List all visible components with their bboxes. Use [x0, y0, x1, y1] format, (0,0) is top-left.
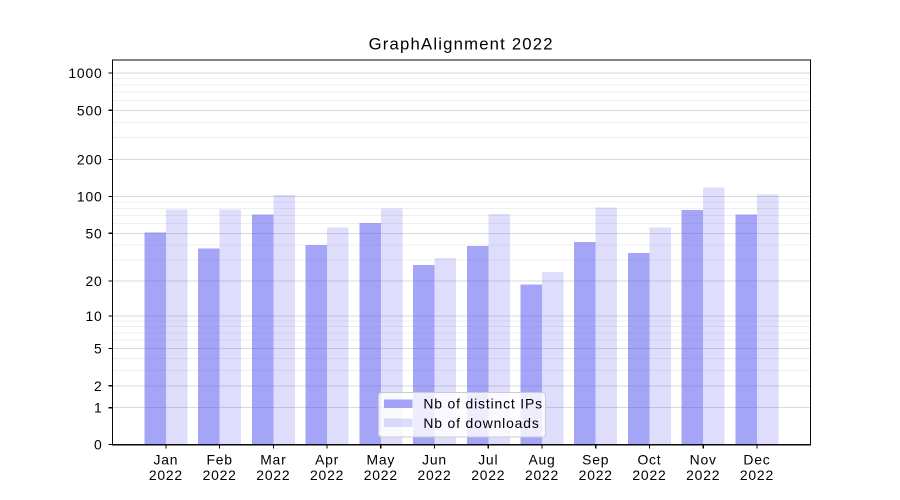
svg-text:2: 2 [94, 378, 103, 394]
svg-text:2022: 2022 [686, 467, 720, 483]
svg-text:500: 500 [77, 102, 103, 118]
svg-text:Nb of downloads: Nb of downloads [423, 415, 539, 431]
svg-text:2022: 2022 [417, 467, 451, 483]
svg-text:2022: 2022 [310, 467, 344, 483]
svg-text:2022: 2022 [579, 467, 613, 483]
svg-text:GraphAlignment 2022: GraphAlignment 2022 [369, 35, 554, 54]
svg-text:Jul: Jul [478, 452, 498, 468]
svg-text:Oct: Oct [637, 452, 661, 468]
svg-text:Feb: Feb [206, 452, 232, 468]
svg-text:2022: 2022 [632, 467, 666, 483]
svg-text:Jan: Jan [154, 452, 179, 468]
svg-text:Aug: Aug [528, 452, 555, 468]
svg-text:2022: 2022 [256, 467, 290, 483]
svg-text:20: 20 [85, 273, 102, 289]
svg-text:2022: 2022 [203, 467, 237, 483]
svg-text:Mar: Mar [260, 452, 286, 468]
svg-text:2022: 2022 [740, 467, 774, 483]
svg-text:100: 100 [77, 189, 103, 205]
svg-text:10: 10 [85, 308, 102, 324]
svg-text:Jun: Jun [422, 452, 447, 468]
svg-text:Nov: Nov [690, 452, 717, 468]
svg-text:2022: 2022 [525, 467, 559, 483]
svg-text:2022: 2022 [471, 467, 505, 483]
svg-text:May: May [366, 452, 395, 468]
svg-text:200: 200 [77, 151, 103, 167]
svg-text:Apr: Apr [315, 452, 339, 468]
svg-text:2022: 2022 [364, 467, 398, 483]
svg-text:50: 50 [85, 225, 102, 241]
svg-text:1000: 1000 [68, 65, 102, 81]
svg-text:Nb of distinct IPs: Nb of distinct IPs [423, 396, 543, 412]
svg-text:2022: 2022 [149, 467, 183, 483]
svg-text:0: 0 [94, 436, 103, 452]
svg-text:5: 5 [94, 341, 103, 357]
svg-text:1: 1 [94, 400, 103, 416]
svg-text:Sep: Sep [582, 452, 609, 468]
svg-text:Dec: Dec [743, 452, 770, 468]
